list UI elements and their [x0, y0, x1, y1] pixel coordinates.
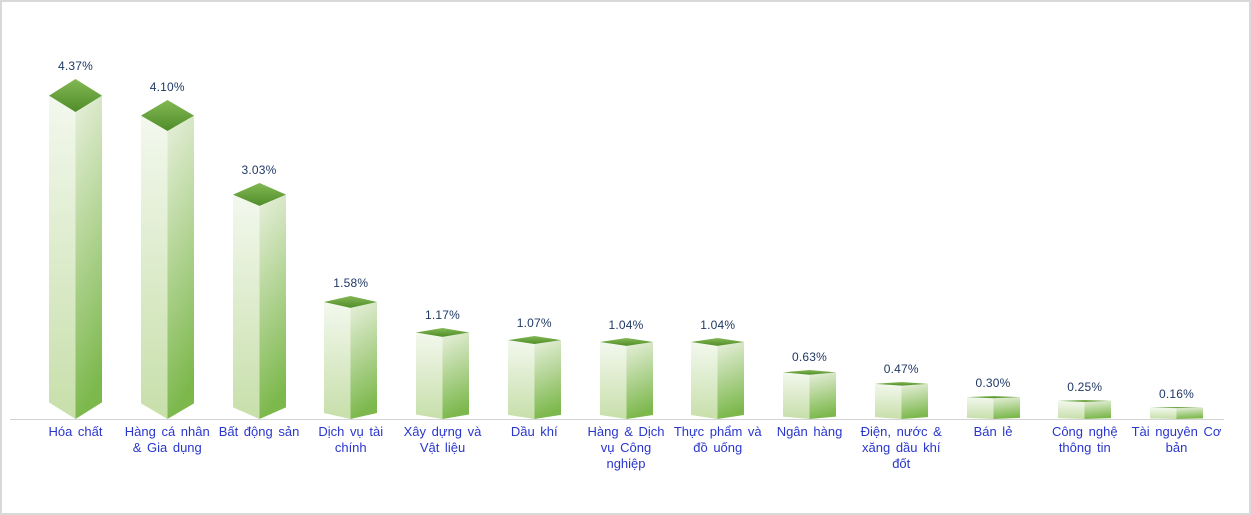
category-label-line: đốt — [892, 456, 911, 471]
bar-value-label: 1.04% — [700, 318, 736, 332]
category-label: Thực phẩm và đồ uống — [670, 424, 766, 456]
category-label: Dịch vụ tài chính — [303, 424, 399, 456]
bar-value-label: 0.30% — [975, 376, 1011, 390]
category-label-line: xăng dầu khí — [862, 440, 941, 455]
category-label-line: đồ uống — [693, 440, 743, 455]
category-label-line: Tài nguyên Cơ — [1131, 424, 1222, 439]
bar-3d-shape — [49, 79, 102, 419]
category-label: Tài nguyên Cơ bản — [1129, 424, 1225, 456]
category-label-line: vụ Công — [600, 440, 652, 455]
bar-column-6[interactable] — [507, 336, 561, 419]
category-label-line: Vật liệu — [419, 440, 466, 455]
category-label-line: Hàng cá nhân — [124, 424, 210, 439]
bar-column-8[interactable] — [691, 338, 745, 419]
bar-column-2[interactable] — [140, 100, 194, 419]
bar-value-label: 0.47% — [883, 362, 919, 376]
bar-3d-shape — [874, 382, 928, 419]
category-label-line: Điện, nước & — [860, 424, 942, 439]
bar-3d-shape — [416, 328, 469, 419]
category-label-line: Thực phẩm và — [673, 424, 762, 439]
category-label: Hàng cá nhân & Gia dụng — [119, 424, 215, 456]
category-label-line: Dầu khí — [510, 424, 558, 439]
bar-3d-shape — [599, 338, 653, 419]
bar-value-label: 1.04% — [608, 318, 644, 332]
category-label: Dầu khí — [486, 424, 582, 440]
x-axis-baseline — [10, 419, 1224, 420]
category-label-line: nghiệp — [606, 456, 646, 471]
bar-3d-shape — [1150, 407, 1203, 419]
bar-3d-shape — [1058, 400, 1112, 419]
bar-column-9[interactable] — [783, 370, 836, 419]
category-label-line: Xây dựng và — [403, 424, 482, 439]
category-label-line: Bất động sản — [218, 424, 300, 439]
bar-column-11[interactable] — [966, 396, 1020, 419]
bar-column-1[interactable] — [49, 79, 102, 419]
category-label-line: bản — [1165, 440, 1188, 455]
bar-column-3[interactable] — [232, 183, 286, 419]
category-label-line: Dịch vụ tài — [318, 424, 384, 439]
category-label: Bất động sản — [211, 424, 307, 440]
category-label: Điện, nước & xăng dầu khí đốt — [853, 424, 949, 472]
bar-column-7[interactable] — [599, 338, 653, 419]
category-label-line: Ngân hàng — [776, 424, 843, 439]
category-label: Hóa chất — [28, 424, 124, 440]
bar-column-4[interactable] — [324, 296, 378, 419]
category-label-line: Hàng & Dịch — [587, 424, 665, 439]
bar-value-label: 4.37% — [57, 59, 94, 73]
bar-value-label: 3.03% — [241, 163, 277, 177]
bar-column-12[interactable] — [1058, 400, 1112, 419]
bar-value-label: 1.17% — [424, 308, 461, 322]
bar-3d-shape — [232, 183, 286, 419]
category-label-line: Bán lẻ — [973, 424, 1013, 439]
category-label: Công nghệ thông tin — [1037, 424, 1133, 456]
category-label-line: Công nghệ — [1051, 424, 1118, 439]
bar-3d-shape — [783, 370, 836, 419]
bar-3d-shape — [507, 336, 561, 419]
bar-3d-shape — [324, 296, 378, 419]
bar-value-label: 0.16% — [1158, 387, 1195, 401]
category-label-line: chính — [334, 440, 367, 455]
category-label: Xây dựng và Vật liệu — [395, 424, 491, 456]
bar-value-label: 1.58% — [333, 276, 369, 290]
bar-value-label: 0.63% — [791, 350, 828, 364]
bar-3d-shape — [691, 338, 745, 419]
bar-3d-shape — [140, 100, 194, 419]
category-label-line: & Gia dụng — [132, 440, 202, 455]
bar-column-10[interactable] — [874, 382, 928, 419]
bar-column-13[interactable] — [1150, 407, 1203, 419]
category-label: Ngân hàng — [762, 424, 858, 440]
bar-value-label: 0.25% — [1067, 380, 1103, 394]
category-label: Bán lẻ — [945, 424, 1041, 440]
category-label-line: Hóa chất — [48, 424, 103, 439]
bar-value-label: 4.10% — [149, 80, 185, 94]
bar-column-5[interactable] — [416, 328, 469, 419]
bar-3d-shape — [966, 396, 1020, 419]
bar-value-label: 1.07% — [516, 316, 552, 330]
category-label-line: thông tin — [1058, 440, 1111, 455]
category-label: Hàng & Dịch vụ Công nghiệp — [578, 424, 674, 472]
